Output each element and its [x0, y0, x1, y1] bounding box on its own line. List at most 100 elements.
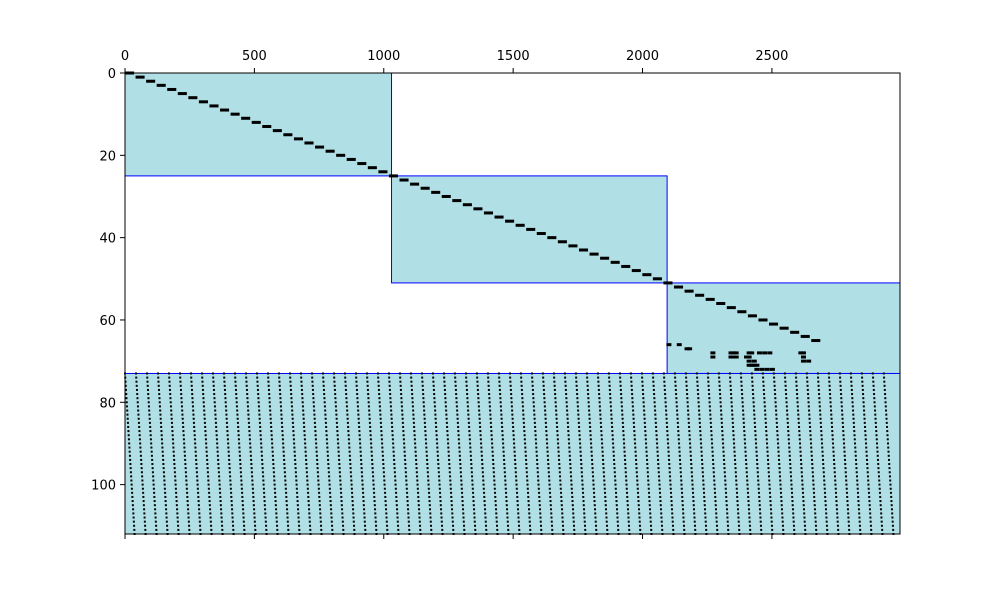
dense-dot: [289, 384, 292, 387]
dense-dot: [324, 421, 327, 424]
dense-dot: [160, 438, 163, 441]
dense-dot: [204, 425, 207, 428]
dense-dot: [675, 401, 678, 404]
dense-dot: [194, 446, 197, 449]
dense-dot: [408, 528, 411, 531]
dense-dot: [633, 434, 636, 437]
dense-dot: [883, 384, 886, 387]
dense-dot: [454, 376, 457, 379]
dense-dot: [471, 479, 474, 482]
dense-dot: [384, 495, 387, 498]
dense-dot: [602, 458, 605, 461]
dense-dot: [802, 495, 805, 498]
dense-dot: [730, 401, 733, 404]
dense-dot: [875, 425, 878, 428]
dense-dot: [677, 434, 680, 437]
dense-dot: [183, 450, 186, 453]
dense-dot: [318, 500, 321, 503]
dense-dot: [381, 454, 384, 457]
dense-dot: [240, 475, 243, 478]
dense-dot: [763, 397, 766, 400]
dense-dot: [876, 450, 879, 453]
diagonal-mark: [526, 227, 536, 231]
sparse-mark: [746, 351, 752, 355]
dense-dot: [570, 475, 573, 478]
dense-dot: [306, 483, 309, 486]
dense-dot: [331, 528, 334, 531]
dense-dot: [451, 512, 454, 515]
dense-dot: [601, 446, 604, 449]
dense-dot: [359, 442, 362, 445]
dense-dot: [253, 508, 256, 511]
dense-dot: [468, 430, 471, 433]
dense-dot: [499, 401, 502, 404]
dense-dot: [664, 405, 667, 408]
dense-dot: [623, 442, 626, 445]
dense-dot: [778, 463, 781, 466]
dense-dot: [267, 384, 270, 387]
dense-dot: [248, 430, 251, 433]
dense-dot: [661, 528, 664, 531]
dense-dot: [383, 475, 386, 478]
dense-dot: [710, 434, 713, 437]
diagonal-mark: [769, 322, 779, 326]
dense-dot: [703, 508, 706, 511]
dense-dot: [509, 384, 512, 387]
dense-dot: [566, 413, 569, 416]
dense-dot: [682, 516, 685, 519]
dense-dot: [511, 409, 514, 412]
dense-dot: [837, 528, 840, 531]
diagonal-mark: [758, 318, 768, 322]
dense-dot: [150, 454, 153, 457]
dense-dot: [798, 438, 801, 441]
dense-dot: [775, 417, 778, 420]
dense-dot: [626, 491, 629, 494]
dense-dot: [724, 487, 727, 490]
dense-dot: [358, 425, 361, 428]
dense-dot: [130, 483, 133, 486]
dense-dot: [502, 442, 505, 445]
x-tick-label: 1000: [367, 49, 400, 64]
dense-dot: [582, 500, 585, 503]
dense-dot: [533, 409, 536, 412]
dense-dot: [865, 442, 868, 445]
dense-dot: [768, 475, 771, 478]
dense-dot: [603, 483, 606, 486]
dense-dot: [632, 413, 635, 416]
dense-dot: [439, 495, 442, 498]
dense-dot: [247, 413, 250, 416]
dense-dot: [812, 483, 815, 486]
dense-dot: [476, 380, 479, 383]
dense-dot: [760, 528, 763, 531]
dense-dot: [719, 401, 722, 404]
dense-dot: [280, 421, 283, 424]
dense-dot: [322, 376, 325, 379]
diagonal-mark: [642, 273, 652, 277]
dense-dot: [584, 528, 587, 531]
diagonal-mark: [705, 297, 715, 301]
dense-dot: [660, 520, 663, 523]
dense-dot: [878, 491, 881, 494]
dense-dot: [256, 384, 259, 387]
dense-dot: [669, 483, 672, 486]
dense-dot: [228, 467, 231, 470]
dense-dot: [412, 421, 415, 424]
dense-dot: [711, 450, 714, 453]
dense-dot: [680, 487, 683, 490]
dense-dot: [438, 483, 441, 486]
dense-dot: [273, 479, 276, 482]
dense-dot: [875, 438, 878, 441]
dense-dot: [736, 495, 739, 498]
dense-dot: [372, 487, 375, 490]
dense-dot: [187, 508, 190, 511]
dense-dot: [547, 471, 550, 474]
dense-dot: [231, 520, 234, 523]
dense-dot: [890, 500, 893, 503]
sparse-mark: [710, 351, 716, 355]
dense-dot: [342, 528, 345, 531]
dense-dot: [599, 421, 602, 424]
dense-dot: [507, 524, 510, 527]
dense-dot: [483, 504, 486, 507]
dense-dot: [703, 504, 706, 507]
dense-dot: [537, 483, 540, 486]
